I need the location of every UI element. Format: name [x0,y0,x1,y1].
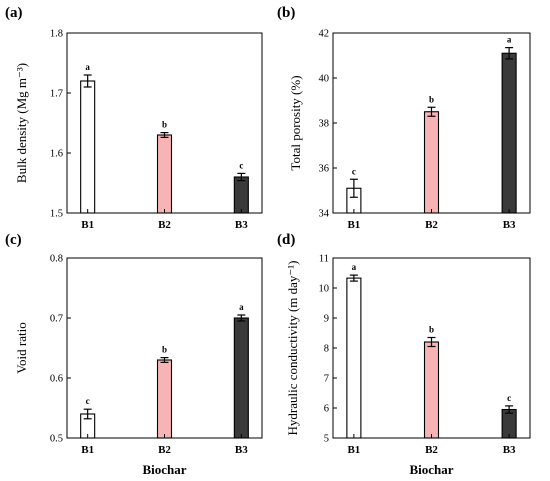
x-tick-label: B2 [425,219,438,231]
x-tick-label: B1 [81,444,94,456]
bar-b3 [501,52,517,214]
significance-label: a [507,35,512,45]
bar-b3 [233,317,249,439]
bar-b2 [156,359,173,439]
y-tick-label: 11 [319,254,329,265]
panel-label: (d) [277,232,295,248]
significance-label: c [86,396,90,406]
significance-label: b [162,120,167,130]
y-axis-label: Hydraulic conductivity (m day⁻¹) [285,260,300,435]
y-tick-label: 5 [324,434,329,445]
significance-label: b [162,345,167,355]
y-tick-label: 0.7 [50,314,63,325]
significance-label: a [352,262,357,272]
significance-label: c [239,160,243,170]
y-tick-label: 1.6 [50,149,63,160]
x-tick-label: B3 [503,219,516,231]
chart-panel-c: (c) 0.5 0.6 0.7 0.8 Void ratio c B1 b B2 a B3 Biocha… [5,232,263,477]
significance-label: c [352,166,356,176]
y-tick-label: 9 [324,314,329,325]
x-tick-label: B1 [347,444,360,456]
x-tick-label: B2 [158,444,171,456]
bar-b3 [501,408,517,439]
significance-label: c [507,393,511,403]
y-tick-label: 0.5 [50,434,63,445]
x-tick-label: B2 [158,219,171,231]
x-tick-label: B1 [347,219,360,231]
y-tick-label: 38 [319,119,330,130]
x-tick-label: B3 [503,444,516,456]
panel-label: (c) [5,232,22,248]
x-axis-label: Biochar [409,462,453,477]
y-tick-label: 1.7 [50,89,63,100]
y-axis-label: Bulk density (Mg m⁻³) [14,63,29,183]
y-tick-label: 36 [319,164,330,175]
panel-label: (a) [5,5,23,21]
x-tick-label: B2 [425,444,438,456]
bar-b2 [423,341,440,439]
bar-b1 [346,277,362,439]
y-tick-label: 10 [319,284,330,295]
bar-b1 [80,80,96,214]
y-tick-label: 34 [319,209,330,220]
y-axis-label: Void ratio [14,322,29,373]
y-tick-label: 7 [324,374,329,385]
y-tick-label: 40 [319,74,330,85]
bar-b2 [423,111,440,214]
significance-label: b [429,94,434,104]
x-tick-label: B3 [235,444,248,456]
chart-panel-a: (a) 1.5 1.6 1.7 1.8 Bulk density (Mg m⁻³) a B1 b… [5,5,263,231]
chart-panel-b: (b) 34 36 38 40 42 Total porosity (%) c B1 b B2 a B3 [277,5,531,231]
y-axis-label: Total porosity (%) [288,75,303,170]
y-tick-label: 0.8 [50,254,63,265]
significance-label: a [85,62,90,72]
x-tick-label: B3 [235,219,248,231]
bar-b2 [156,134,173,214]
significance-label: b [429,325,434,335]
y-tick-label: 42 [319,29,330,40]
panel-label: (b) [277,5,295,21]
y-tick-label: 6 [324,404,329,415]
significance-label: a [239,302,244,312]
bar-b3 [233,176,249,214]
x-axis-label: Biochar [142,462,186,477]
x-tick-label: B1 [81,219,94,231]
y-tick-label: 1.8 [50,29,63,40]
y-tick-label: 1.5 [50,209,63,220]
chart-panel-d: (d) 5 6 7 8 9 10 11 Hydraulic conductivity (m da… [277,232,531,477]
y-tick-label: 0.6 [50,374,63,385]
y-tick-label: 8 [324,344,329,355]
